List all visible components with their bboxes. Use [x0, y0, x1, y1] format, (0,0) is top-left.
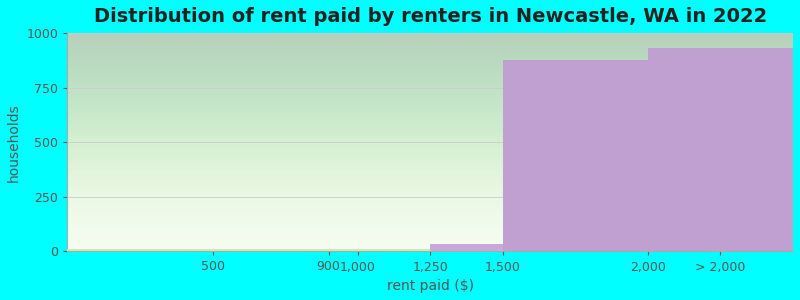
Bar	[67, 249, 213, 251]
X-axis label: rent paid ($): rent paid ($)	[386, 279, 474, 293]
Bar	[213, 249, 329, 251]
Bar	[358, 249, 430, 251]
Bar	[648, 48, 793, 251]
Bar	[430, 244, 502, 251]
Bar	[329, 249, 358, 251]
Y-axis label: households: households	[7, 103, 21, 182]
Bar	[502, 60, 648, 251]
Title: Distribution of rent paid by renters in Newcastle, WA in 2022: Distribution of rent paid by renters in …	[94, 7, 767, 26]
